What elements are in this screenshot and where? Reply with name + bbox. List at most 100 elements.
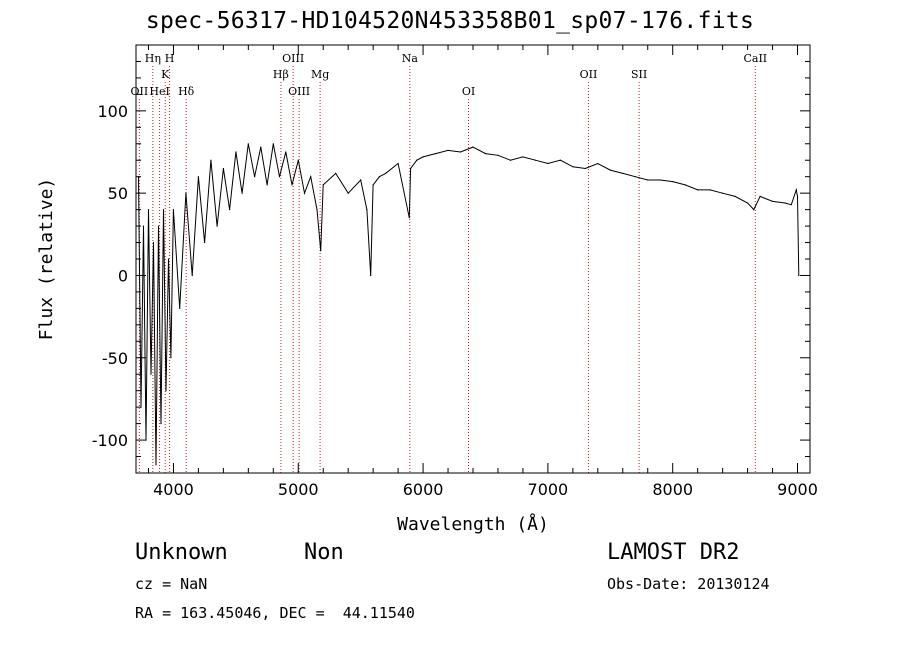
data-point	[366, 209, 368, 211]
data-point	[759, 195, 761, 197]
y-tick-label: -50	[102, 349, 128, 368]
spectral-line-label: Hδ	[178, 85, 195, 98]
data-point	[634, 176, 636, 178]
flux-line-0	[138, 143, 800, 465]
x-tick-label: 6000	[403, 480, 444, 499]
data-point	[241, 192, 243, 194]
data-point	[408, 217, 410, 219]
data-point	[335, 172, 337, 174]
data-point	[709, 189, 711, 191]
data-point	[559, 159, 562, 161]
data-point	[266, 184, 268, 186]
data-point	[647, 179, 649, 181]
data-point	[547, 162, 549, 165]
x-tick-label: 9000	[777, 480, 818, 499]
data-point	[347, 192, 349, 194]
chart-title: spec-56317-HD104520N453358B01_sp07-176.f…	[145, 8, 755, 34]
data-point	[278, 176, 281, 178]
data-point	[597, 162, 599, 165]
data-point	[753, 209, 755, 211]
flux-series	[137, 143, 800, 466]
data-point	[772, 200, 774, 202]
data-point	[497, 154, 499, 156]
data-point	[672, 181, 674, 183]
data-point	[584, 167, 586, 170]
data-point	[378, 176, 380, 178]
data-point	[397, 162, 399, 165]
data-point	[472, 146, 474, 148]
data-point	[291, 184, 293, 186]
data-point	[310, 176, 312, 178]
data-point	[372, 184, 374, 186]
survey-name: LAMOST DR2	[607, 540, 740, 565]
object-subclass: Non	[304, 540, 344, 565]
data-point	[422, 156, 424, 158]
data-point	[285, 151, 287, 153]
data-point	[216, 225, 218, 227]
y-tick-label: -100	[92, 431, 128, 450]
spectral-line-label: Mg	[311, 68, 329, 81]
data-point	[160, 423, 162, 425]
data-point	[172, 209, 174, 211]
data-point	[254, 176, 256, 178]
spectral-line-label: OII	[580, 68, 598, 81]
x-tick-label: 7000	[528, 480, 569, 499]
data-point	[320, 250, 322, 252]
spectral-line-label: OIII	[282, 52, 304, 65]
data-point	[322, 184, 324, 186]
data-point	[484, 153, 487, 155]
data-point	[162, 209, 165, 211]
x-tick-label: 5000	[278, 480, 319, 499]
spectral-line-label: Hη	[145, 52, 161, 65]
data-point	[147, 209, 150, 211]
data-point	[204, 241, 206, 244]
data-point	[572, 166, 574, 168]
data-point	[385, 172, 387, 174]
data-point	[410, 167, 412, 170]
data-point	[179, 307, 181, 309]
object-class: Unknown	[135, 540, 228, 565]
data-point	[260, 146, 262, 148]
data-point	[534, 159, 537, 161]
data-point	[297, 159, 299, 161]
data-point	[796, 195, 799, 197]
y-tick-label: 100	[97, 102, 128, 121]
data-point	[229, 209, 231, 211]
data-point	[235, 151, 237, 153]
data-point	[152, 241, 155, 244]
cz-value: cz = NaN	[135, 575, 208, 593]
data-point	[191, 274, 193, 277]
data-point	[790, 204, 792, 206]
spectral-line-label: OII	[131, 85, 149, 98]
data-point	[170, 357, 172, 359]
x-axis-label: Wavelength (Å)	[397, 513, 549, 535]
y-axis-label: Flux (relative)	[36, 178, 57, 341]
data-point	[416, 159, 418, 161]
data-point	[622, 172, 624, 174]
data-point	[167, 258, 170, 260]
axes: 4000 5000 6000 7000 8000 9000 -100 -50 0 50 100	[92, 44, 818, 499]
ra-dec: RA = 163.45046, DEC = 44.11540	[135, 604, 415, 622]
data-point	[165, 390, 167, 392]
data-point	[150, 373, 152, 375]
data-point	[697, 189, 699, 191]
data-point	[303, 192, 306, 194]
data-point	[798, 274, 800, 277]
data-point	[747, 202, 749, 204]
data-point	[609, 169, 611, 171]
spectral-line-label: H	[165, 52, 175, 65]
data-point	[185, 192, 187, 194]
spectral-line-label: K	[161, 68, 170, 81]
data-point	[247, 143, 249, 145]
data-point	[222, 167, 224, 170]
spectral-line-label: Hβ	[273, 68, 289, 81]
data-point	[447, 149, 449, 151]
data-point	[795, 189, 797, 191]
data-point	[142, 225, 145, 227]
data-point	[197, 176, 199, 178]
y-tick-label: 0	[118, 266, 128, 285]
data-point	[316, 209, 318, 211]
data-point	[272, 143, 274, 145]
